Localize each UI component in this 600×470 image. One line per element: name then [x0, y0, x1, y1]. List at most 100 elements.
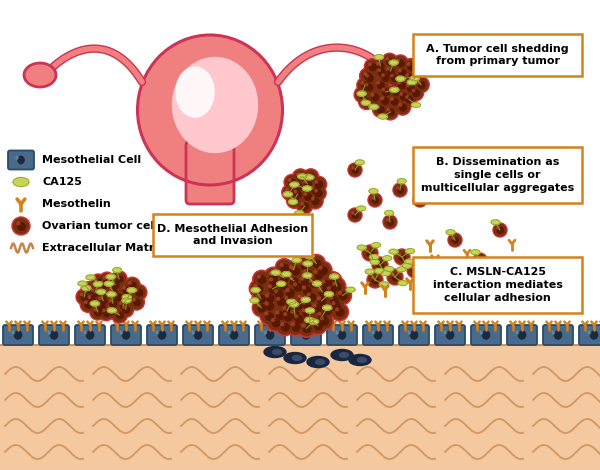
Circle shape	[403, 80, 418, 96]
Circle shape	[387, 109, 389, 111]
Circle shape	[329, 277, 337, 285]
Circle shape	[397, 188, 403, 193]
Ellipse shape	[290, 182, 299, 187]
Circle shape	[14, 219, 28, 234]
Circle shape	[287, 290, 294, 297]
Circle shape	[103, 277, 106, 279]
Circle shape	[298, 281, 316, 299]
Ellipse shape	[302, 186, 311, 191]
Circle shape	[286, 298, 293, 305]
Circle shape	[297, 258, 312, 273]
Text: Extracellular Matrix: Extracellular Matrix	[42, 243, 165, 253]
Circle shape	[77, 290, 91, 304]
Circle shape	[348, 208, 362, 222]
Ellipse shape	[16, 157, 18, 159]
Circle shape	[317, 313, 332, 329]
Circle shape	[106, 297, 119, 310]
Circle shape	[284, 313, 287, 315]
Circle shape	[300, 266, 315, 281]
Circle shape	[98, 304, 105, 310]
Circle shape	[133, 298, 136, 301]
Ellipse shape	[264, 346, 286, 358]
Ellipse shape	[374, 55, 383, 60]
Ellipse shape	[446, 230, 455, 235]
Circle shape	[257, 304, 260, 306]
Circle shape	[98, 278, 111, 291]
Circle shape	[304, 270, 312, 278]
Circle shape	[320, 267, 327, 274]
Circle shape	[377, 70, 394, 86]
Circle shape	[116, 275, 118, 278]
Circle shape	[287, 318, 305, 336]
Circle shape	[371, 276, 374, 279]
Circle shape	[333, 282, 336, 285]
Circle shape	[315, 189, 317, 192]
FancyBboxPatch shape	[111, 325, 141, 345]
Circle shape	[361, 70, 374, 83]
Circle shape	[357, 77, 373, 94]
Circle shape	[314, 322, 322, 330]
Circle shape	[101, 282, 108, 289]
Circle shape	[277, 260, 292, 275]
Circle shape	[418, 82, 425, 88]
Circle shape	[292, 323, 295, 326]
Ellipse shape	[372, 331, 374, 334]
Circle shape	[275, 278, 290, 293]
Circle shape	[330, 296, 333, 299]
Ellipse shape	[385, 211, 394, 216]
Circle shape	[354, 86, 370, 102]
Ellipse shape	[358, 358, 367, 362]
Ellipse shape	[410, 76, 419, 81]
Ellipse shape	[406, 249, 415, 254]
Circle shape	[387, 68, 389, 70]
Circle shape	[303, 325, 311, 333]
Circle shape	[289, 297, 307, 314]
Ellipse shape	[349, 354, 371, 366]
Circle shape	[257, 275, 260, 278]
Circle shape	[497, 227, 503, 233]
Circle shape	[123, 306, 130, 313]
Ellipse shape	[301, 297, 310, 302]
Circle shape	[367, 75, 373, 82]
Circle shape	[281, 323, 284, 326]
Circle shape	[404, 60, 418, 73]
Circle shape	[393, 183, 407, 197]
Circle shape	[394, 184, 406, 196]
Ellipse shape	[303, 273, 312, 278]
Circle shape	[395, 66, 409, 79]
Ellipse shape	[194, 331, 202, 339]
Circle shape	[262, 309, 277, 323]
Ellipse shape	[97, 290, 106, 294]
Circle shape	[377, 106, 384, 113]
Circle shape	[290, 280, 305, 294]
Circle shape	[374, 103, 387, 116]
Circle shape	[264, 267, 282, 285]
Text: C. MSLN-CA125
interaction mediates
cellular adhesion: C. MSLN-CA125 interaction mediates cellu…	[433, 267, 562, 303]
Circle shape	[124, 277, 140, 293]
Ellipse shape	[456, 270, 465, 274]
Circle shape	[413, 90, 419, 96]
Circle shape	[116, 276, 123, 282]
Circle shape	[382, 88, 385, 91]
Ellipse shape	[282, 272, 291, 277]
Ellipse shape	[361, 100, 370, 105]
Ellipse shape	[389, 249, 398, 254]
Circle shape	[290, 298, 305, 313]
Ellipse shape	[408, 331, 410, 334]
Circle shape	[272, 292, 290, 310]
Ellipse shape	[24, 63, 56, 87]
Circle shape	[304, 180, 307, 183]
Circle shape	[294, 170, 307, 183]
Circle shape	[284, 174, 300, 190]
Circle shape	[302, 309, 305, 312]
Circle shape	[299, 306, 314, 320]
Ellipse shape	[90, 301, 99, 306]
Circle shape	[266, 313, 284, 331]
Circle shape	[314, 271, 317, 274]
Ellipse shape	[176, 67, 214, 117]
Ellipse shape	[156, 331, 158, 334]
Circle shape	[332, 305, 347, 319]
Circle shape	[290, 266, 293, 268]
Circle shape	[360, 95, 373, 108]
Circle shape	[373, 258, 386, 272]
